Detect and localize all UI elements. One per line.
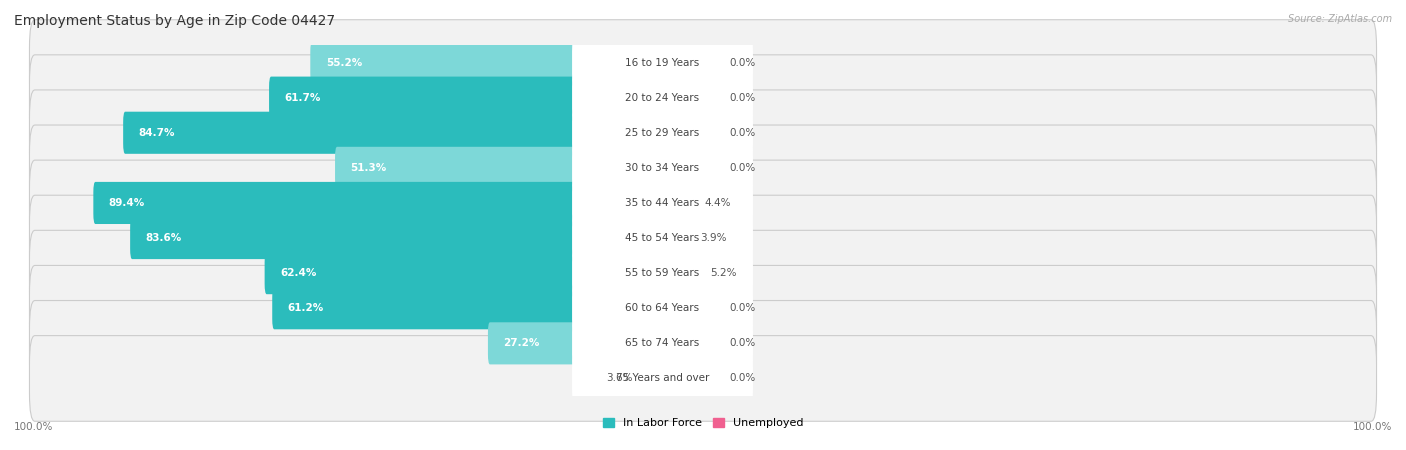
Text: 4.4%: 4.4%: [704, 198, 731, 208]
Text: 89.4%: 89.4%: [108, 198, 145, 208]
FancyBboxPatch shape: [572, 143, 754, 193]
FancyBboxPatch shape: [269, 76, 665, 119]
FancyBboxPatch shape: [30, 195, 1376, 281]
Text: 83.6%: 83.6%: [146, 233, 181, 243]
Text: 65 to 74 Years: 65 to 74 Years: [626, 338, 700, 348]
Text: 0.0%: 0.0%: [730, 93, 756, 103]
FancyBboxPatch shape: [30, 266, 1376, 351]
Text: 3.6%: 3.6%: [606, 374, 633, 383]
Text: 55 to 59 Years: 55 to 59 Years: [626, 268, 700, 278]
Text: 20 to 24 Years: 20 to 24 Years: [626, 93, 700, 103]
FancyBboxPatch shape: [572, 37, 754, 88]
Text: 60 to 64 Years: 60 to 64 Years: [626, 303, 700, 313]
FancyBboxPatch shape: [661, 112, 721, 154]
Text: 0.0%: 0.0%: [730, 163, 756, 173]
FancyBboxPatch shape: [638, 357, 665, 400]
Text: 25 to 29 Years: 25 to 29 Years: [626, 128, 700, 138]
FancyBboxPatch shape: [661, 252, 702, 294]
FancyBboxPatch shape: [30, 125, 1376, 211]
FancyBboxPatch shape: [572, 283, 754, 333]
Text: 75 Years and over: 75 Years and over: [616, 374, 709, 383]
FancyBboxPatch shape: [488, 322, 665, 364]
FancyBboxPatch shape: [30, 301, 1376, 386]
Text: 0.0%: 0.0%: [730, 338, 756, 348]
Text: 61.2%: 61.2%: [288, 303, 323, 313]
Text: 16 to 19 Years: 16 to 19 Years: [626, 58, 700, 68]
Text: 0.0%: 0.0%: [730, 58, 756, 68]
FancyBboxPatch shape: [661, 76, 721, 119]
Text: 61.7%: 61.7%: [284, 93, 321, 103]
FancyBboxPatch shape: [661, 41, 721, 84]
Text: 51.3%: 51.3%: [350, 163, 387, 173]
FancyBboxPatch shape: [273, 287, 665, 329]
FancyBboxPatch shape: [30, 90, 1376, 176]
Text: 62.4%: 62.4%: [280, 268, 316, 278]
FancyBboxPatch shape: [661, 357, 721, 400]
FancyBboxPatch shape: [30, 20, 1376, 105]
Text: 0.0%: 0.0%: [730, 128, 756, 138]
FancyBboxPatch shape: [572, 318, 754, 369]
Text: 3.9%: 3.9%: [700, 233, 727, 243]
FancyBboxPatch shape: [264, 252, 665, 294]
Text: 5.2%: 5.2%: [710, 268, 737, 278]
FancyBboxPatch shape: [572, 353, 754, 404]
FancyBboxPatch shape: [572, 108, 754, 158]
FancyBboxPatch shape: [30, 230, 1376, 316]
FancyBboxPatch shape: [93, 182, 665, 224]
FancyBboxPatch shape: [30, 160, 1376, 246]
FancyBboxPatch shape: [661, 217, 692, 259]
FancyBboxPatch shape: [124, 112, 665, 154]
Text: 0.0%: 0.0%: [730, 374, 756, 383]
Text: 100.0%: 100.0%: [1353, 422, 1392, 432]
FancyBboxPatch shape: [572, 178, 754, 228]
FancyBboxPatch shape: [572, 72, 754, 123]
Text: 45 to 54 Years: 45 to 54 Years: [626, 233, 700, 243]
FancyBboxPatch shape: [311, 41, 665, 84]
FancyBboxPatch shape: [30, 55, 1376, 140]
FancyBboxPatch shape: [661, 287, 721, 329]
Text: 30 to 34 Years: 30 to 34 Years: [626, 163, 700, 173]
Legend: In Labor Force, Unemployed: In Labor Force, Unemployed: [598, 414, 808, 432]
Text: 55.2%: 55.2%: [326, 58, 363, 68]
Text: 100.0%: 100.0%: [14, 422, 53, 432]
FancyBboxPatch shape: [661, 182, 696, 224]
FancyBboxPatch shape: [572, 248, 754, 298]
FancyBboxPatch shape: [661, 147, 721, 189]
FancyBboxPatch shape: [335, 147, 665, 189]
Text: Employment Status by Age in Zip Code 04427: Employment Status by Age in Zip Code 044…: [14, 14, 335, 27]
Text: Source: ZipAtlas.com: Source: ZipAtlas.com: [1288, 14, 1392, 23]
FancyBboxPatch shape: [131, 217, 665, 259]
Text: 27.2%: 27.2%: [503, 338, 540, 348]
Text: 35 to 44 Years: 35 to 44 Years: [626, 198, 700, 208]
FancyBboxPatch shape: [572, 213, 754, 263]
FancyBboxPatch shape: [30, 336, 1376, 421]
Text: 0.0%: 0.0%: [730, 303, 756, 313]
FancyBboxPatch shape: [661, 322, 721, 364]
Text: 84.7%: 84.7%: [139, 128, 176, 138]
